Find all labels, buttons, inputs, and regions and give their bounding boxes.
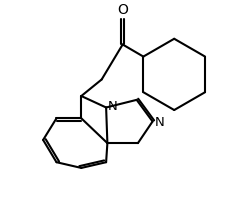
Text: N: N <box>155 115 164 128</box>
Text: O: O <box>117 3 128 17</box>
Text: N: N <box>108 100 118 113</box>
